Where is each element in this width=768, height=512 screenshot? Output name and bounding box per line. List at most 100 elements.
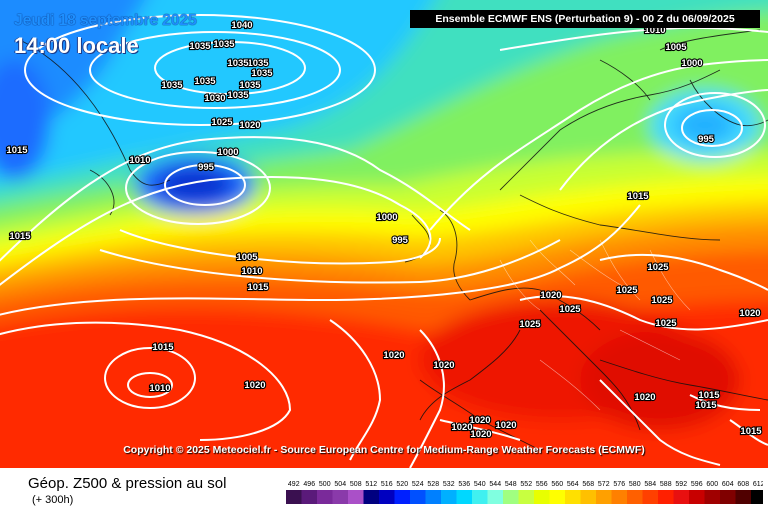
- legend-value-label: 608: [737, 481, 749, 488]
- forecast-date: Jeudi 18 septembre 2025: [14, 12, 197, 29]
- legend-value-label: 536: [458, 481, 470, 488]
- legend-swatch: [487, 490, 503, 504]
- isobar-label: 1025: [651, 295, 673, 306]
- map-title: Géop. Z500 & pression au sol: [28, 475, 227, 492]
- isobar-label: 1025: [647, 262, 669, 273]
- legend-value-label: 556: [536, 481, 548, 488]
- legend-swatch: [472, 490, 488, 504]
- legend-value-label: 580: [629, 481, 641, 488]
- legend-value-label: 532: [443, 481, 455, 488]
- isobar-label: 1020: [383, 350, 404, 361]
- isobar-label: 1000: [681, 58, 702, 69]
- legend-swatch: [534, 490, 550, 504]
- legend-swatch: [565, 490, 581, 504]
- legend-swatch: [689, 490, 705, 504]
- legend-swatch: [348, 490, 364, 504]
- run-info-banner: Ensemble ECMWF ENS (Perturbation 9) - 00…: [410, 10, 760, 28]
- isobar-label: 1035: [213, 39, 235, 50]
- legend-swatch: [658, 490, 674, 504]
- isobar-label: 1015: [247, 282, 269, 293]
- legend-value-label: 508: [350, 481, 362, 488]
- legend-swatch: [735, 490, 751, 504]
- forecast-lead-time: (+ 300h): [32, 494, 74, 506]
- isobar-label: 1025: [616, 285, 638, 296]
- weather-map: 1040 1035 1035 1035 1035 1035 1035 1035 1035 1030…: [0, 0, 768, 468]
- legend-value-label: 592: [675, 481, 687, 488]
- isobar-label: 1035: [227, 58, 249, 69]
- legend-value-label: 588: [660, 481, 672, 488]
- legend-swatch: [720, 490, 736, 504]
- legend-swatch: [456, 490, 472, 504]
- legend-value-label: 568: [582, 481, 594, 488]
- legend-swatch: [394, 490, 410, 504]
- color-scale-legend: 492 496 500 504 508 512 516 520 524 528 532 536 540 5…: [286, 481, 763, 504]
- isobar-label: 1020: [739, 308, 760, 319]
- legend-swatch: [363, 490, 379, 504]
- legend-value-label: 564: [567, 481, 579, 488]
- legend-value-label: 540: [474, 481, 486, 488]
- isobar-label: 1020: [495, 420, 516, 431]
- isobar-label: 1015: [627, 191, 649, 202]
- isobar-label: 1040: [231, 20, 252, 31]
- legend-value-label: 600: [706, 481, 718, 488]
- legend-value-label: 524: [412, 481, 424, 488]
- isobar-label: 1020: [433, 360, 454, 371]
- isobar-label: 1025: [519, 319, 541, 330]
- legend-swatch: [286, 490, 302, 504]
- legend-value-label: 500: [319, 481, 331, 488]
- legend-value-label: 552: [520, 481, 532, 488]
- isobar-label: 1015: [9, 231, 31, 242]
- isobar-label: 1010: [149, 383, 170, 394]
- legend-swatch: [503, 490, 519, 504]
- isobar-label: 1020: [451, 422, 472, 433]
- forecast-local-time: 14:00 locale: [14, 33, 139, 58]
- isobar-label: 1015: [6, 145, 28, 156]
- legend-value-label: 604: [722, 481, 734, 488]
- legend-swatch: [425, 490, 441, 504]
- legend-swatch: [317, 490, 333, 504]
- legend-value-label: 576: [613, 481, 625, 488]
- legend-value-label: 516: [381, 481, 393, 488]
- isobar-label: 1020: [239, 120, 260, 131]
- isobar-label: 995: [392, 235, 409, 246]
- legend-swatch: [627, 490, 643, 504]
- legend-value-label: 520: [396, 481, 408, 488]
- isobar-label: 1035: [239, 80, 261, 91]
- isobar-label: 1020: [540, 290, 561, 301]
- isobar-label: 1020: [470, 429, 491, 440]
- legend-swatch: [751, 490, 763, 504]
- isobar-label: 1000: [217, 147, 238, 158]
- isobar-label: 1010: [241, 266, 262, 277]
- isobar-label: 1005: [236, 252, 258, 263]
- legend-swatch: [518, 490, 534, 504]
- legend-swatch: [673, 490, 689, 504]
- isobar-label: 1015: [698, 390, 720, 401]
- legend-swatch: [580, 490, 596, 504]
- legend-swatch: [441, 490, 457, 504]
- legend-value-label: 496: [303, 481, 315, 488]
- legend-swatch: [549, 490, 565, 504]
- isobar-label: 995: [698, 134, 715, 145]
- isobar-label: 1035: [227, 90, 249, 101]
- isobar-label: 1035: [247, 58, 269, 69]
- legend-swatch: [301, 490, 317, 504]
- legend-swatch: [379, 490, 395, 504]
- legend-value-label: 544: [489, 481, 501, 488]
- isobar-label: 1000: [376, 212, 397, 223]
- isobar-label: 1025: [211, 117, 233, 128]
- geopotential-shading: [0, 0, 768, 468]
- isobar-label: 1020: [634, 392, 655, 403]
- isobar-label: 995: [198, 162, 215, 173]
- legend-swatch: [642, 490, 658, 504]
- legend-value-label: 512: [365, 481, 377, 488]
- legend-swatch: [332, 490, 348, 504]
- legend-value-label: 572: [598, 481, 610, 488]
- legend-swatch: [704, 490, 720, 504]
- isobar-label: 1035: [251, 68, 273, 79]
- isobar-label: 1020: [244, 380, 265, 391]
- isobar-label: 1005: [665, 42, 687, 53]
- legend-value-label: 504: [334, 481, 346, 488]
- isobar-label: 1010: [129, 155, 150, 166]
